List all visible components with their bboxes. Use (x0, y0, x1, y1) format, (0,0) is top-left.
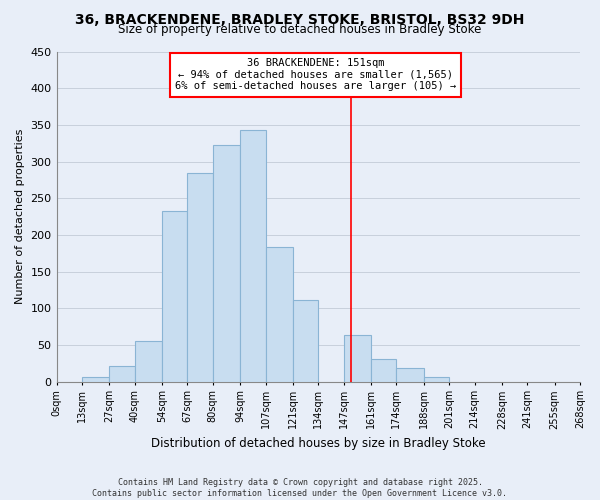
Bar (397, 368, 424, 382)
Bar (344, 336, 371, 382)
Text: Contains HM Land Registry data © Crown copyright and database right 2025.
Contai: Contains HM Land Registry data © Crown c… (92, 478, 508, 498)
Bar (424, 377, 449, 382)
Bar (266, 246, 293, 382)
Bar (82, 377, 109, 382)
Bar (213, 146, 240, 382)
Bar (293, 300, 318, 382)
Bar (240, 130, 266, 382)
Bar (162, 210, 187, 382)
Bar (371, 359, 397, 382)
Text: Size of property relative to detached houses in Bradley Stoke: Size of property relative to detached ho… (118, 22, 482, 36)
Bar (134, 341, 162, 382)
Text: 36, BRACKENDENE, BRADLEY STOKE, BRISTOL, BS32 9DH: 36, BRACKENDENE, BRADLEY STOKE, BRISTOL,… (76, 12, 524, 26)
Bar (109, 366, 134, 382)
Y-axis label: Number of detached properties: Number of detached properties (15, 129, 25, 304)
Bar (187, 173, 213, 382)
X-axis label: Distribution of detached houses by size in Bradley Stoke: Distribution of detached houses by size … (151, 437, 485, 450)
Text: 36 BRACKENDENE: 151sqm
← 94% of detached houses are smaller (1,565)
6% of semi-d: 36 BRACKENDENE: 151sqm ← 94% of detached… (175, 58, 456, 92)
